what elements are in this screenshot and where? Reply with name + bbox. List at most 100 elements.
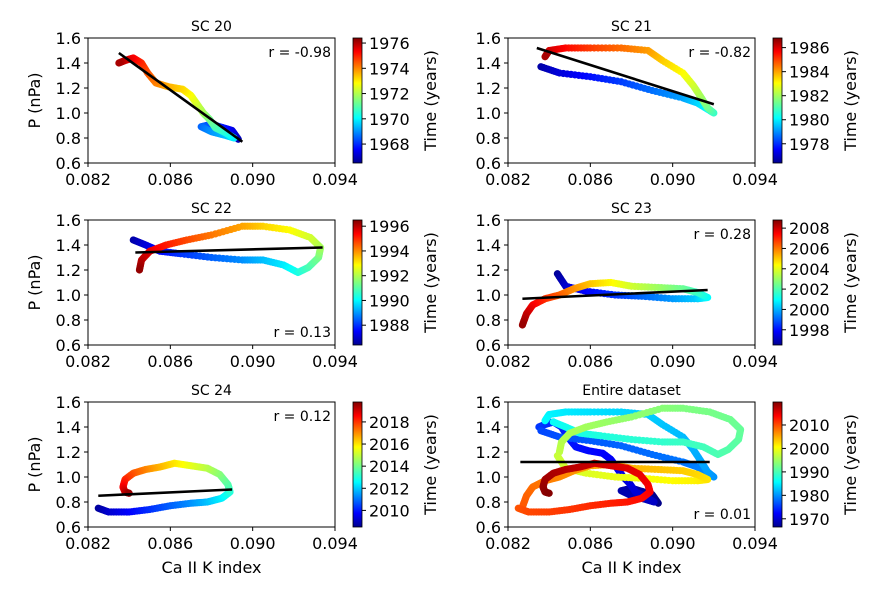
y-tick-label: 0.6 [476, 518, 501, 537]
panel-3: SC 22 0.082 0.086 0.090 0.094 0.6 0.8 1.0 1.2 1.4… [25, 201, 440, 371]
colorbar-tick-label: 1978 [789, 135, 830, 154]
x-tick-label: 0.082 [65, 534, 111, 553]
colorbar-label: Time (years) [421, 232, 440, 334]
colorbar [352, 401, 363, 528]
correlation-label: r = -0.82 [688, 45, 751, 61]
regression-line [98, 488, 233, 498]
x-tick-label: 0.090 [230, 534, 276, 553]
colorbar-label: Time (years) [841, 50, 860, 152]
y-tick-label: 0.8 [476, 493, 501, 512]
colorbar-tick-label: 2012 [369, 479, 410, 498]
colorbar-tick-label: 2004 [789, 260, 830, 279]
x-tick-label: 0.086 [147, 534, 193, 553]
y-tick-label: 1.0 [476, 468, 501, 487]
colorbar-tick-label: 1994 [369, 242, 410, 261]
y-tick-label: 0.8 [56, 129, 81, 148]
panel-title: SC 23 [611, 201, 652, 217]
data-point [541, 53, 549, 61]
colorbar-tick-label: 1980 [789, 486, 830, 505]
axes-frame [87, 37, 336, 164]
colorbar-label: Time (years) [841, 232, 860, 334]
y-tick-label: 1.4 [476, 236, 501, 255]
y-tick-label: 1.0 [476, 286, 501, 305]
y-tick-label: 0.6 [56, 336, 81, 355]
y-tick-label: 1.2 [476, 443, 501, 462]
axes-frame [507, 37, 756, 164]
y-tick-label: 0.6 [476, 336, 501, 355]
y-tick-label: 0.8 [476, 311, 501, 330]
panel-6: Entire dataset 0.082 0.086 0.090 0.094 0.6 0.8… [476, 383, 860, 577]
colorbar-tick-label: 2014 [369, 457, 410, 476]
y-tick-label: 1.6 [56, 393, 81, 412]
y-tick-label: 1.2 [56, 261, 81, 280]
colorbar-tick-label: 1976 [369, 34, 410, 53]
regression-line [118, 51, 244, 143]
x-tick-label: 0.090 [650, 534, 696, 553]
colorbar-tick-label: 1998 [789, 321, 830, 340]
y-tick-label: 1.6 [476, 393, 501, 412]
data-point [135, 266, 144, 274]
y-tick-label: 1.0 [56, 104, 81, 123]
colorbar-tick-label: 1996 [369, 217, 410, 236]
colorbar [352, 37, 363, 164]
scatter-points [518, 270, 712, 329]
panel-title: SC 20 [191, 19, 232, 35]
colorbar-tick-label: 2018 [369, 413, 410, 432]
panel-4: SC 23 0.082 0.086 0.090 0.094 0.6 0.8 1.0 1.2 1.4… [476, 201, 860, 371]
data-point [518, 321, 527, 329]
colorbar-tick-label: 1986 [789, 39, 830, 58]
x-tick-label: 0.086 [147, 170, 193, 189]
data-point [115, 59, 123, 67]
panel-1: SC 20 0.082 0.086 0.090 0.094 0.6 0.8 1.0 1.2 1.4… [25, 19, 440, 189]
x-tick-label: 0.094 [312, 170, 358, 189]
colorbar [772, 37, 783, 164]
correlation-label: r = -0.98 [268, 45, 331, 61]
panel-title: SC 24 [191, 383, 232, 399]
x-tick-label: 0.094 [732, 534, 778, 553]
data-point [545, 489, 553, 497]
y-tick-label: 1.0 [476, 104, 501, 123]
x-tick-label: 0.082 [65, 352, 111, 371]
y-tick-label: 1.4 [56, 418, 81, 437]
colorbar-tick-label: 2010 [369, 501, 410, 520]
regression-line [135, 246, 323, 254]
colorbar-tick-label: 2008 [789, 219, 830, 238]
colorbar-tick-label: 1970 [789, 510, 830, 529]
x-tick-label: 0.086 [567, 170, 613, 189]
y-tick-label: 1.4 [476, 418, 501, 437]
x-tick-label: 0.090 [650, 352, 696, 371]
y-tick-label: 1.2 [56, 443, 81, 462]
colorbar-tick-label: 1988 [369, 316, 410, 335]
colorbar-tick-label: 1972 [369, 85, 410, 104]
panel-title: SC 22 [191, 201, 232, 217]
colorbar-tick-label: 2000 [789, 300, 830, 319]
y-tick-label: 0.6 [476, 154, 501, 173]
colorbar-tick-label: 1984 [789, 63, 830, 82]
axes-frame [87, 401, 336, 528]
colorbar-tick-label: 1992 [369, 267, 410, 286]
correlation-label: r = 0.28 [693, 227, 751, 243]
regression-line [522, 288, 708, 301]
y-tick-label: 1.0 [56, 468, 81, 487]
x-tick-label: 0.082 [65, 170, 111, 189]
colorbar-tick-label: 1968 [369, 135, 410, 154]
colorbar-tick-label: 1982 [789, 87, 830, 106]
scatter-points [536, 44, 718, 117]
y-axis-label: P (nPa) [25, 254, 44, 310]
y-tick-label: 1.4 [56, 236, 81, 255]
colorbar-tick-label: 2010 [789, 416, 830, 435]
x-axis-label: Ca II K index [582, 558, 682, 577]
colorbar-tick-label: 1974 [369, 59, 410, 78]
y-tick-label: 1.2 [476, 79, 501, 98]
x-tick-label: 0.082 [485, 534, 531, 553]
y-tick-label: 1.2 [476, 261, 501, 280]
panel-2: SC 21 0.082 0.086 0.090 0.094 0.6 0.8 1.0 1.2 1.4… [476, 19, 860, 189]
colorbar [352, 219, 363, 346]
x-tick-label: 0.094 [312, 352, 358, 371]
x-tick-label: 0.086 [567, 534, 613, 553]
y-tick-label: 1.6 [476, 29, 501, 48]
colorbar-tick-label: 1990 [369, 291, 410, 310]
colorbar-tick-label: 2000 [789, 439, 830, 458]
x-tick-label: 0.086 [147, 352, 193, 371]
y-tick-label: 1.2 [56, 79, 81, 98]
